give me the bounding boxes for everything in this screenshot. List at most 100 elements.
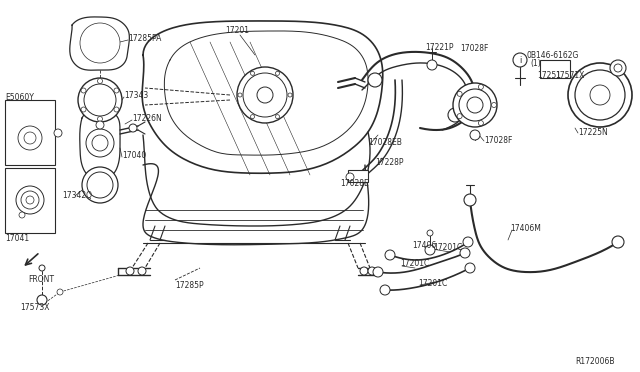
- Text: 17228P: 17228P: [375, 157, 403, 167]
- Circle shape: [26, 196, 34, 204]
- Text: 17343: 17343: [124, 90, 148, 99]
- Text: 17028EB: 17028EB: [368, 138, 402, 147]
- Text: 17571X: 17571X: [555, 71, 584, 80]
- Circle shape: [39, 265, 45, 271]
- Circle shape: [250, 71, 255, 76]
- Circle shape: [126, 267, 134, 275]
- Circle shape: [257, 87, 273, 103]
- Text: 17285P: 17285P: [175, 280, 204, 289]
- Circle shape: [81, 88, 86, 93]
- Circle shape: [78, 78, 122, 122]
- Circle shape: [238, 93, 242, 97]
- Circle shape: [460, 248, 470, 258]
- Circle shape: [54, 129, 62, 137]
- Circle shape: [138, 267, 146, 275]
- Circle shape: [21, 191, 39, 209]
- Circle shape: [24, 132, 36, 144]
- Circle shape: [612, 236, 624, 248]
- Text: 17342Q: 17342Q: [62, 190, 92, 199]
- Circle shape: [275, 115, 280, 119]
- Text: FRONT: FRONT: [28, 276, 54, 285]
- Circle shape: [513, 53, 527, 67]
- Circle shape: [86, 29, 114, 57]
- Text: R172006B: R172006B: [575, 357, 614, 366]
- Text: 17221P: 17221P: [425, 42, 454, 51]
- Circle shape: [568, 63, 632, 127]
- Circle shape: [425, 245, 435, 255]
- Circle shape: [114, 107, 119, 112]
- Bar: [5, 168, 55, 233]
- Circle shape: [114, 88, 119, 93]
- Circle shape: [380, 285, 390, 295]
- Bar: [5, 100, 55, 165]
- Circle shape: [81, 107, 86, 112]
- Circle shape: [360, 267, 368, 275]
- Text: 17201C: 17201C: [418, 279, 447, 288]
- Text: 17041: 17041: [5, 234, 29, 243]
- Circle shape: [590, 85, 610, 105]
- Circle shape: [92, 35, 108, 51]
- Text: 17201C: 17201C: [400, 260, 429, 269]
- Circle shape: [478, 84, 483, 89]
- Text: 17028F: 17028F: [460, 44, 488, 52]
- Text: (1): (1): [530, 58, 541, 67]
- Circle shape: [275, 71, 280, 76]
- Circle shape: [237, 67, 293, 123]
- Circle shape: [19, 212, 25, 218]
- Circle shape: [467, 97, 483, 113]
- Text: 17201: 17201: [225, 26, 249, 35]
- Circle shape: [457, 114, 462, 119]
- Circle shape: [368, 267, 376, 275]
- Circle shape: [373, 267, 383, 277]
- Circle shape: [492, 103, 497, 108]
- Circle shape: [18, 126, 42, 150]
- Circle shape: [16, 186, 44, 214]
- Circle shape: [92, 135, 108, 151]
- Text: 17285PA: 17285PA: [128, 33, 161, 42]
- Circle shape: [346, 173, 354, 181]
- Text: 17225N: 17225N: [578, 128, 608, 137]
- Bar: [540, 60, 570, 78]
- Circle shape: [465, 263, 475, 273]
- Circle shape: [80, 23, 120, 63]
- Circle shape: [37, 295, 47, 305]
- Circle shape: [457, 92, 462, 96]
- Circle shape: [427, 230, 433, 236]
- Text: 17040: 17040: [122, 151, 147, 160]
- Circle shape: [97, 78, 102, 83]
- Text: 17201C: 17201C: [433, 243, 462, 251]
- Circle shape: [96, 121, 104, 129]
- Text: 17251: 17251: [537, 71, 561, 80]
- Circle shape: [368, 73, 382, 87]
- Circle shape: [610, 60, 626, 76]
- Circle shape: [575, 70, 625, 120]
- Circle shape: [57, 289, 63, 295]
- Circle shape: [250, 115, 255, 119]
- Text: 17028F: 17028F: [484, 135, 513, 144]
- Circle shape: [448, 108, 462, 122]
- Circle shape: [463, 237, 473, 247]
- Circle shape: [82, 167, 118, 203]
- Circle shape: [86, 129, 114, 157]
- Circle shape: [97, 116, 102, 122]
- Circle shape: [427, 60, 437, 70]
- Circle shape: [459, 89, 491, 121]
- Text: 17226N: 17226N: [132, 113, 162, 122]
- Circle shape: [129, 124, 137, 132]
- Circle shape: [453, 83, 497, 127]
- Circle shape: [87, 172, 113, 198]
- Text: i: i: [519, 55, 521, 64]
- Text: 17406M: 17406M: [510, 224, 541, 232]
- Circle shape: [288, 93, 292, 97]
- Circle shape: [84, 84, 116, 116]
- Bar: [348, 170, 368, 182]
- Circle shape: [614, 64, 622, 72]
- Text: 17028E: 17028E: [340, 179, 369, 187]
- Text: E5060Y: E5060Y: [5, 93, 34, 102]
- Circle shape: [464, 194, 476, 206]
- Circle shape: [478, 121, 483, 126]
- Text: 0B146-6162G: 0B146-6162G: [527, 51, 579, 60]
- Text: 17406: 17406: [412, 241, 436, 250]
- Circle shape: [385, 250, 395, 260]
- Text: 17573X: 17573X: [20, 304, 49, 312]
